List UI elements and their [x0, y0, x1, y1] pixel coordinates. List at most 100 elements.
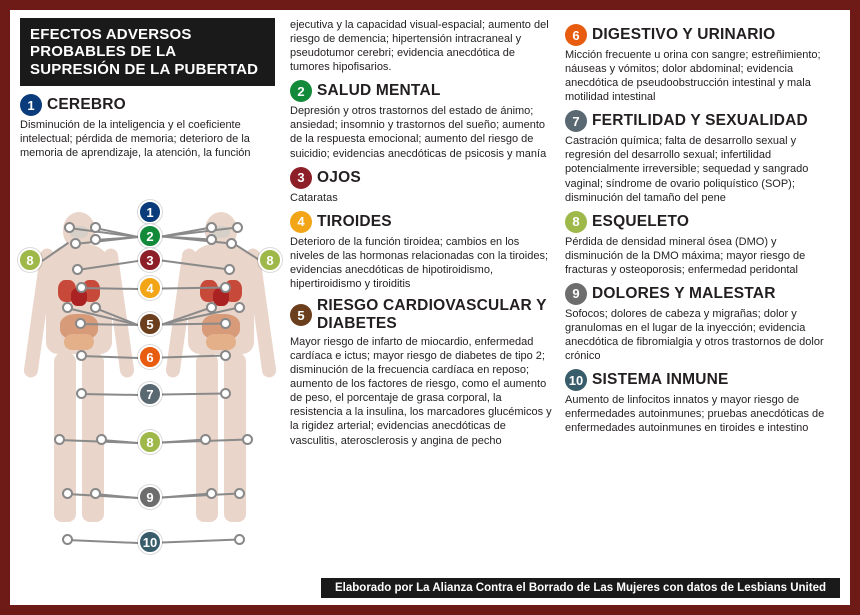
section-number-badge: 3 [290, 167, 312, 189]
section-title: DOLORES Y MALESTAR [592, 285, 776, 303]
diagram-dot [90, 234, 101, 245]
title-line: EFECTOS ADVERSOS [30, 26, 265, 43]
diagram-dot [96, 434, 107, 445]
diagram-marker-8: 8 [138, 430, 162, 454]
section-heading: 7 FERTILIDAD Y SEXUALIDAD [565, 110, 837, 132]
section-3: 3 OJOS Cataratas [290, 167, 555, 205]
section-number-badge: 1 [20, 94, 42, 116]
section-number-badge: 7 [565, 110, 587, 132]
diagram-dot [232, 222, 243, 233]
section-number-badge: 2 [290, 80, 312, 102]
section-title: TIROIDES [317, 213, 392, 231]
section-1: 1 CEREBRO Disminución de la inteligencia y… [20, 94, 278, 160]
section-body: Cataratas [290, 191, 555, 205]
infographic-canvas: EFECTOS ADVERSOS PROBABLES DE LA SUPRESI… [10, 10, 850, 605]
section-title: SISTEMA INMUNE [592, 371, 729, 389]
section-8: 8 ESQUELETO Pérdida de densidad mineral ós… [565, 211, 837, 277]
diagram-marker-5: 5 [138, 312, 162, 336]
section-number-badge: 6 [565, 24, 587, 46]
section-5: 5RIESGO CARDIOVASCULAR Y DIABETESMayor r… [290, 297, 555, 448]
diagram-dot [206, 222, 217, 233]
section-title: ESQUELETO [592, 213, 689, 231]
section-body: Aumento de linfocitos innatos y mayor ri… [565, 393, 837, 435]
diagram-marker-1: 1 [138, 200, 162, 224]
diagram-dot [200, 434, 211, 445]
section-heading: 5RIESGO CARDIOVASCULAR Y DIABETES [290, 297, 555, 333]
section-body: Mayor riesgo de infarto de miocardio, en… [290, 335, 555, 448]
title-box: EFECTOS ADVERSOS PROBABLES DE LA SUPRESI… [20, 18, 275, 86]
section-body: Sofocos; dolores de cabeza y migrañas; d… [565, 307, 837, 363]
section-1: ejecutiva y la capacidad visual-espacial… [290, 18, 555, 74]
diagram-marker-7: 7 [138, 382, 162, 406]
section-number-badge: 4 [290, 211, 312, 233]
diagram-dot [90, 302, 101, 313]
diagram-dot [76, 350, 87, 361]
section-body: Deterioro de la función tiroidea; cambio… [290, 235, 555, 291]
section-number-badge: 5 [290, 304, 312, 326]
title-line: PROBABLES DE LA [30, 43, 265, 60]
section-2: 2 SALUD MENTAL Depresión y otros trastorno… [290, 80, 555, 160]
diagram-dot [75, 318, 86, 329]
section-title: OJOS [317, 169, 361, 187]
diagram-dot [206, 488, 217, 499]
body-figure-left [36, 212, 121, 522]
section-number-badge: 8 [565, 211, 587, 233]
section-title: FERTILIDAD Y SEXUALIDAD [592, 112, 808, 130]
diagram-dot [62, 534, 73, 545]
title-line: SUPRESIÓN DE LA PUBERTAD [30, 61, 265, 78]
section-4: 4 TIROIDES Deterioro de la función tiroide… [290, 211, 555, 291]
diagram-dot [226, 238, 237, 249]
column-2: ejecutiva y la capacidad visual-espacial… [290, 18, 555, 448]
diagram-marker-6: 6 [138, 345, 162, 369]
section-body: Depresión y otros trastornos del estado … [290, 104, 555, 160]
diagram-dot [220, 350, 231, 361]
section-number-badge: 10 [565, 369, 587, 391]
section-title: RIESGO CARDIOVASCULAR Y DIABETES [317, 297, 555, 333]
diagram-dot [62, 488, 73, 499]
diagram-marker-3: 3 [138, 248, 162, 272]
diagram-dot [64, 222, 75, 233]
diagram-dot [234, 302, 245, 313]
body-diagram: 123 4 5 6 7 8 9 10 8 8 [20, 190, 280, 565]
diagram-dot [206, 302, 217, 313]
diagram-dot [76, 388, 87, 399]
diagram-dot [206, 234, 217, 245]
diagram-dot [224, 264, 235, 275]
diagram-marker-8: 8 [18, 248, 42, 272]
diagram-dot [70, 238, 81, 249]
diagram-dot [220, 282, 231, 293]
section-body: Micción frecuente u orina con sangre; es… [565, 48, 837, 104]
section-title: DIGESTIVO Y URINARIO [592, 26, 775, 44]
connector-line [67, 539, 138, 543]
section-title: SALUD MENTAL [317, 82, 441, 100]
diagram-marker-8: 8 [258, 248, 282, 272]
section-body: Castración química; falta de desarrollo … [565, 134, 837, 204]
section-9: 9 DOLORES Y MALESTAR Sofocos; dolores de c… [565, 283, 837, 363]
section-body: ejecutiva y la capacidad visual-espacial… [290, 18, 555, 74]
section-heading: 6 DIGESTIVO Y URINARIO [565, 24, 837, 46]
diagram-marker-10: 10 [138, 530, 162, 554]
diagram-dot [234, 488, 245, 499]
diagram-dot [242, 434, 253, 445]
connector-line [162, 539, 239, 543]
section-body: Disminución de la inteligencia y el coef… [20, 118, 278, 160]
diagram-dot [220, 388, 231, 399]
diagram-dot [76, 282, 87, 293]
section-heading: 9 DOLORES Y MALESTAR [565, 283, 837, 305]
diagram-dot [90, 222, 101, 233]
footer-credit: Elaborado por La Alianza Contra el Borra… [321, 578, 840, 598]
section-title: CEREBRO [47, 96, 126, 114]
section-heading: 10 SISTEMA INMUNE [565, 369, 837, 391]
diagram-dot [220, 318, 231, 329]
diagram-dot [62, 302, 73, 313]
diagram-marker-2: 2 [138, 224, 162, 248]
section-10: 10 SISTEMA INMUNE Aumento de linfocitos in… [565, 369, 837, 435]
diagram-marker-4: 4 [138, 276, 162, 300]
section-heading: 3 OJOS [290, 167, 555, 189]
body-figure-right [178, 212, 263, 522]
diagram-dot [72, 264, 83, 275]
section-heading: 1 CEREBRO [20, 94, 278, 116]
section-number-badge: 9 [565, 283, 587, 305]
section-body: Pérdida de densidad mineral ósea (DMO) y… [565, 235, 837, 277]
diagram-marker-9: 9 [138, 485, 162, 509]
